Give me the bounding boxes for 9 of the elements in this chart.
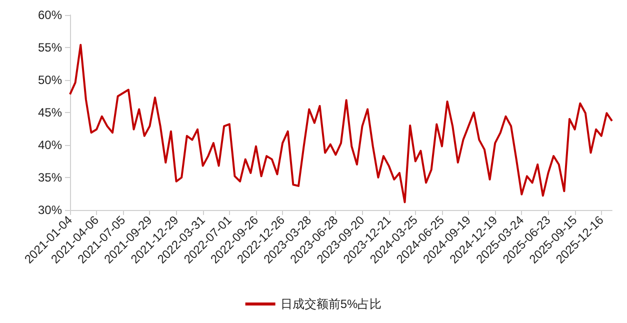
y-tick-label: 35% bbox=[38, 170, 62, 184]
y-tick-label: 50% bbox=[38, 73, 62, 87]
y-tick-label: 45% bbox=[38, 106, 62, 120]
y-tick-label: 55% bbox=[38, 40, 62, 54]
legend-label: 日成交额前5%占比 bbox=[280, 297, 382, 311]
y-tick-label: 60% bbox=[38, 8, 62, 22]
y-tick-label: 40% bbox=[38, 138, 62, 152]
line-series bbox=[69, 44, 613, 204]
y-tick-label: 30% bbox=[38, 203, 62, 217]
